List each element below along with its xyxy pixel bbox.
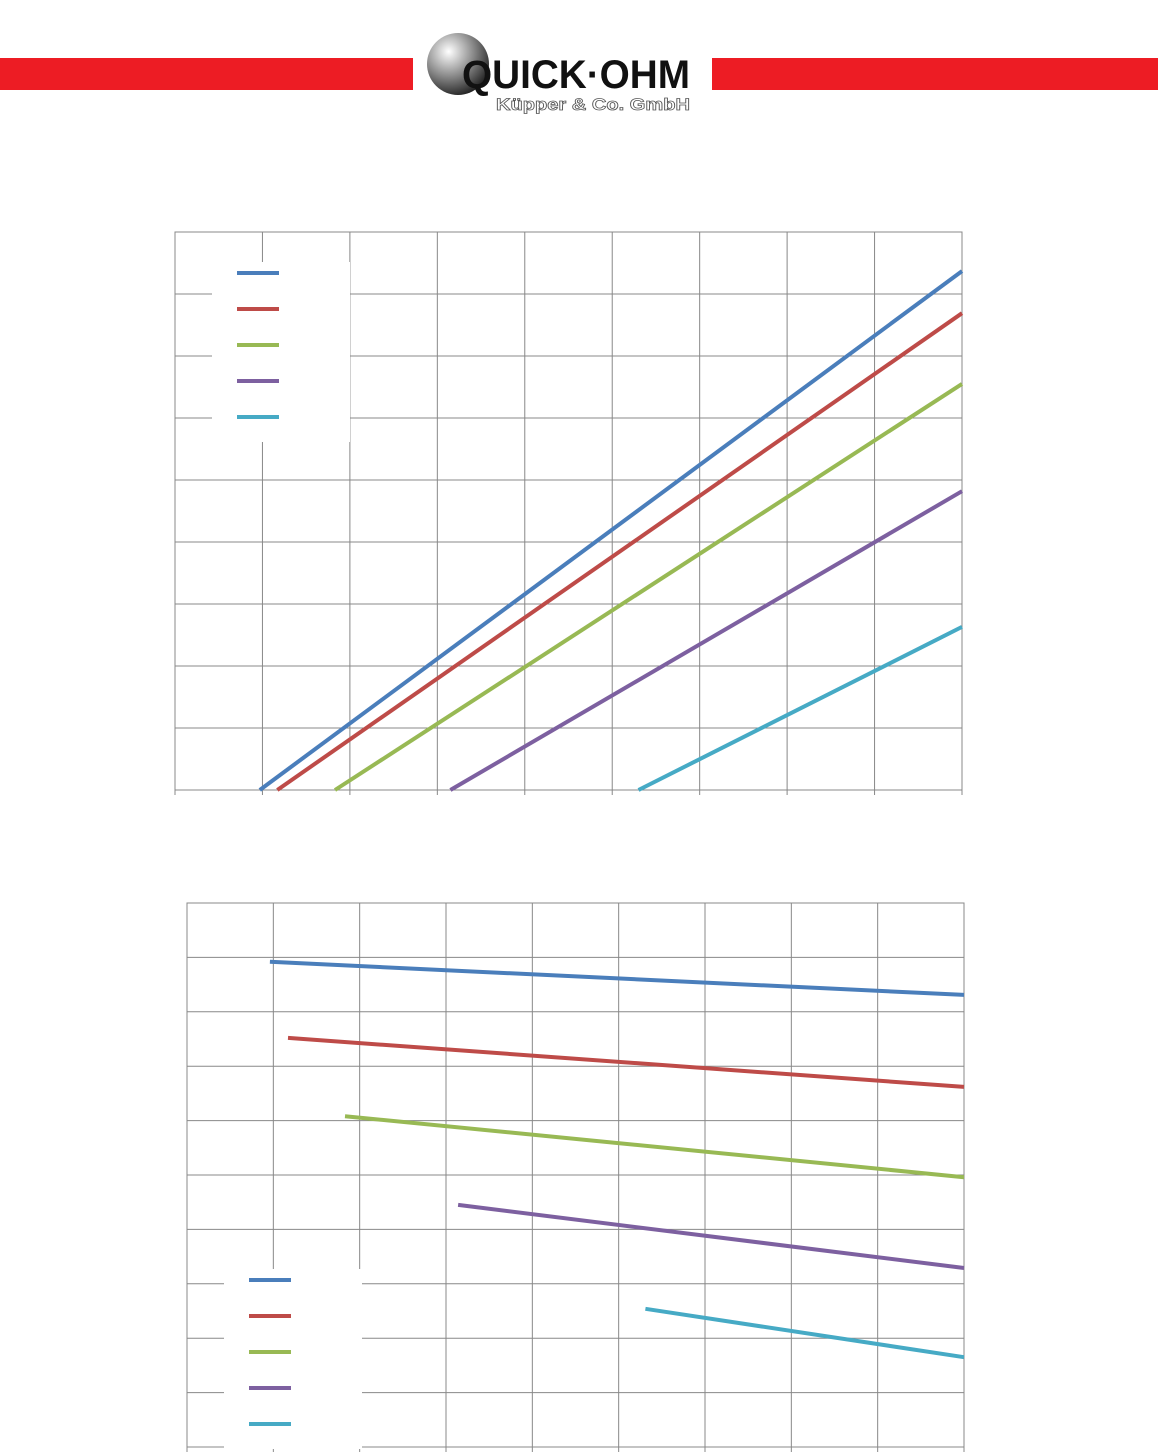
data-line [645, 1306, 965, 1360]
header-bar [0, 58, 413, 90]
data-line [276, 311, 964, 792]
legend-box [212, 262, 350, 442]
data-line [449, 489, 964, 792]
data-line [344, 1114, 965, 1180]
data-line [287, 1035, 965, 1089]
data-line [258, 269, 964, 792]
header-bar [712, 58, 1158, 90]
data-line [457, 1202, 965, 1270]
data-line [333, 382, 964, 792]
logo-text: QUICK·OHM [462, 53, 690, 97]
data-line [269, 959, 965, 997]
logo-ball [427, 33, 489, 95]
company-name: Küpper & Co. GmbH [496, 95, 690, 114]
legend-box [224, 1269, 362, 1449]
data-line [637, 625, 963, 792]
